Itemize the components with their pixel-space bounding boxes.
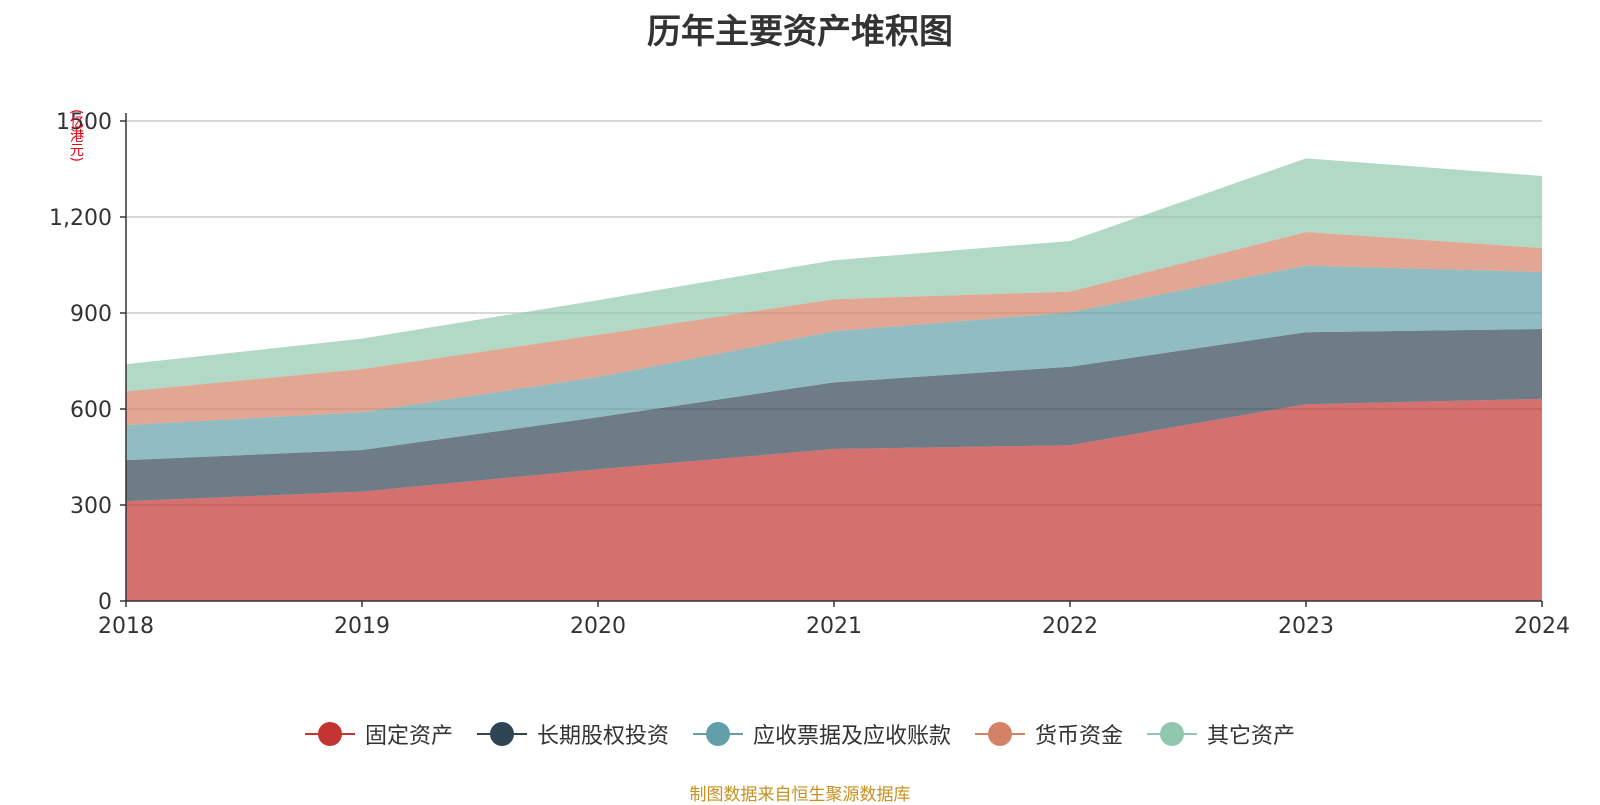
y-tick-label: 300: [70, 494, 112, 519]
legend-label: 固定资产: [364, 724, 453, 749]
x-tick-label: 2022: [1042, 614, 1098, 639]
y-tick-label: 1,200: [49, 206, 112, 231]
axes: [120, 113, 1543, 607]
legend-swatch: [692, 722, 743, 746]
legend-item[interactable]: 长期股权投资: [476, 718, 669, 750]
y-tick-label: 1500: [56, 110, 112, 135]
y-axis-unit-label: (亿港元): [68, 108, 84, 162]
chart-title: 历年主要资产堆积图: [647, 12, 953, 52]
area-series-货币资金: [126, 232, 1542, 425]
legend-label: 应收票据及应收账款: [752, 724, 951, 749]
y-tick-label: 900: [70, 302, 112, 327]
area-series-长期股权投资: [126, 329, 1542, 502]
chart-legend: 固定资产 长期股权投资 应收票据及应收账款 货币资金 其它资产: [0, 718, 1600, 750]
area-series-固定资产: [126, 398, 1542, 601]
legend-label: 货币资金: [1035, 724, 1124, 749]
legend-label: 长期股权投资: [536, 724, 669, 749]
legend-swatch: [476, 722, 527, 746]
area-series-其它资产: [126, 158, 1542, 392]
legend-item[interactable]: 应收票据及应收账款: [692, 718, 951, 750]
legend-item[interactable]: 固定资产: [304, 718, 453, 750]
tick-labels: 0 300 600 900 1,200 1500 2018 2019 2020 2021 2022 2…: [49, 110, 1570, 639]
legend-swatch: [975, 722, 1025, 746]
legend-label: 其它资产: [1207, 724, 1296, 749]
legend-item[interactable]: 货币资金: [975, 718, 1123, 750]
stacked-area-chart: 0 300 600 900 1,200 1500 2018 2019 2020 2021 2022 2…: [49, 110, 1570, 639]
x-tick-label: 2020: [570, 614, 626, 639]
legend-swatch: [304, 722, 355, 746]
x-tick-label: 2021: [806, 614, 862, 639]
legend-item[interactable]: 其它资产: [1147, 718, 1295, 750]
x-tick-label: 2023: [1278, 614, 1334, 639]
y-tick-label: 600: [70, 398, 112, 423]
x-tick-label: 2018: [98, 614, 154, 639]
legend-swatch: [1147, 722, 1198, 746]
x-tick-label: 2019: [334, 614, 390, 639]
x-tick-label: 2024: [1514, 614, 1570, 639]
y-tick-label: 0: [98, 590, 112, 615]
data-source-note: 制图数据来自恒生聚源数据库: [689, 785, 911, 805]
area-series-应收票据及应收账款: [126, 265, 1542, 461]
area-series: [126, 158, 1542, 601]
